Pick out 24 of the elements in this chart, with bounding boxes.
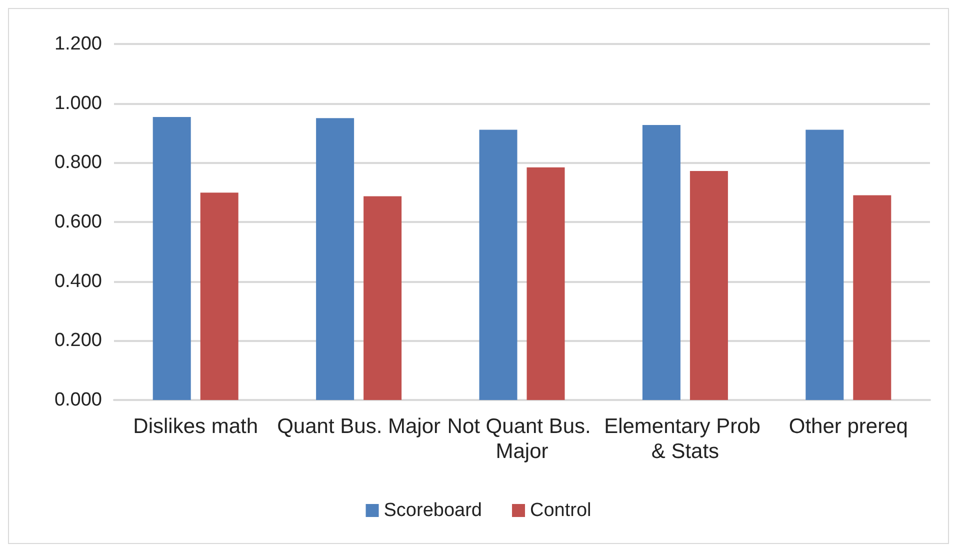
bar <box>806 130 844 400</box>
x-tick-label: Dislikes math <box>133 415 258 438</box>
legend-label: Control <box>530 500 592 521</box>
y-tick-label: 1.200 <box>54 34 102 54</box>
bar <box>364 196 402 400</box>
bar <box>479 130 518 400</box>
bar <box>152 116 191 400</box>
bar <box>690 170 728 400</box>
y-tick-label: 0.400 <box>54 270 102 292</box>
x-tick-label: Quant Bus. Major <box>277 415 441 438</box>
x-tick-label: Other prereq <box>788 415 908 438</box>
bar <box>316 118 354 400</box>
y-tick-label: 0.200 <box>54 330 102 352</box>
legend-label: Scoreboard <box>384 500 482 521</box>
bar <box>526 167 565 400</box>
x-tick-label: Elementary Prob & Stats <box>604 415 766 463</box>
y-tick-label: 1.000 <box>54 92 102 114</box>
y-tick-label: 0.600 <box>54 212 102 232</box>
bar <box>853 195 892 400</box>
x-tick-label: Not Quant Bus. Major <box>447 415 597 463</box>
y-tick-label: 0.000 <box>54 390 102 410</box>
bar <box>642 124 680 400</box>
bar <box>200 192 238 400</box>
y-tick-label: 0.800 <box>54 152 102 174</box>
